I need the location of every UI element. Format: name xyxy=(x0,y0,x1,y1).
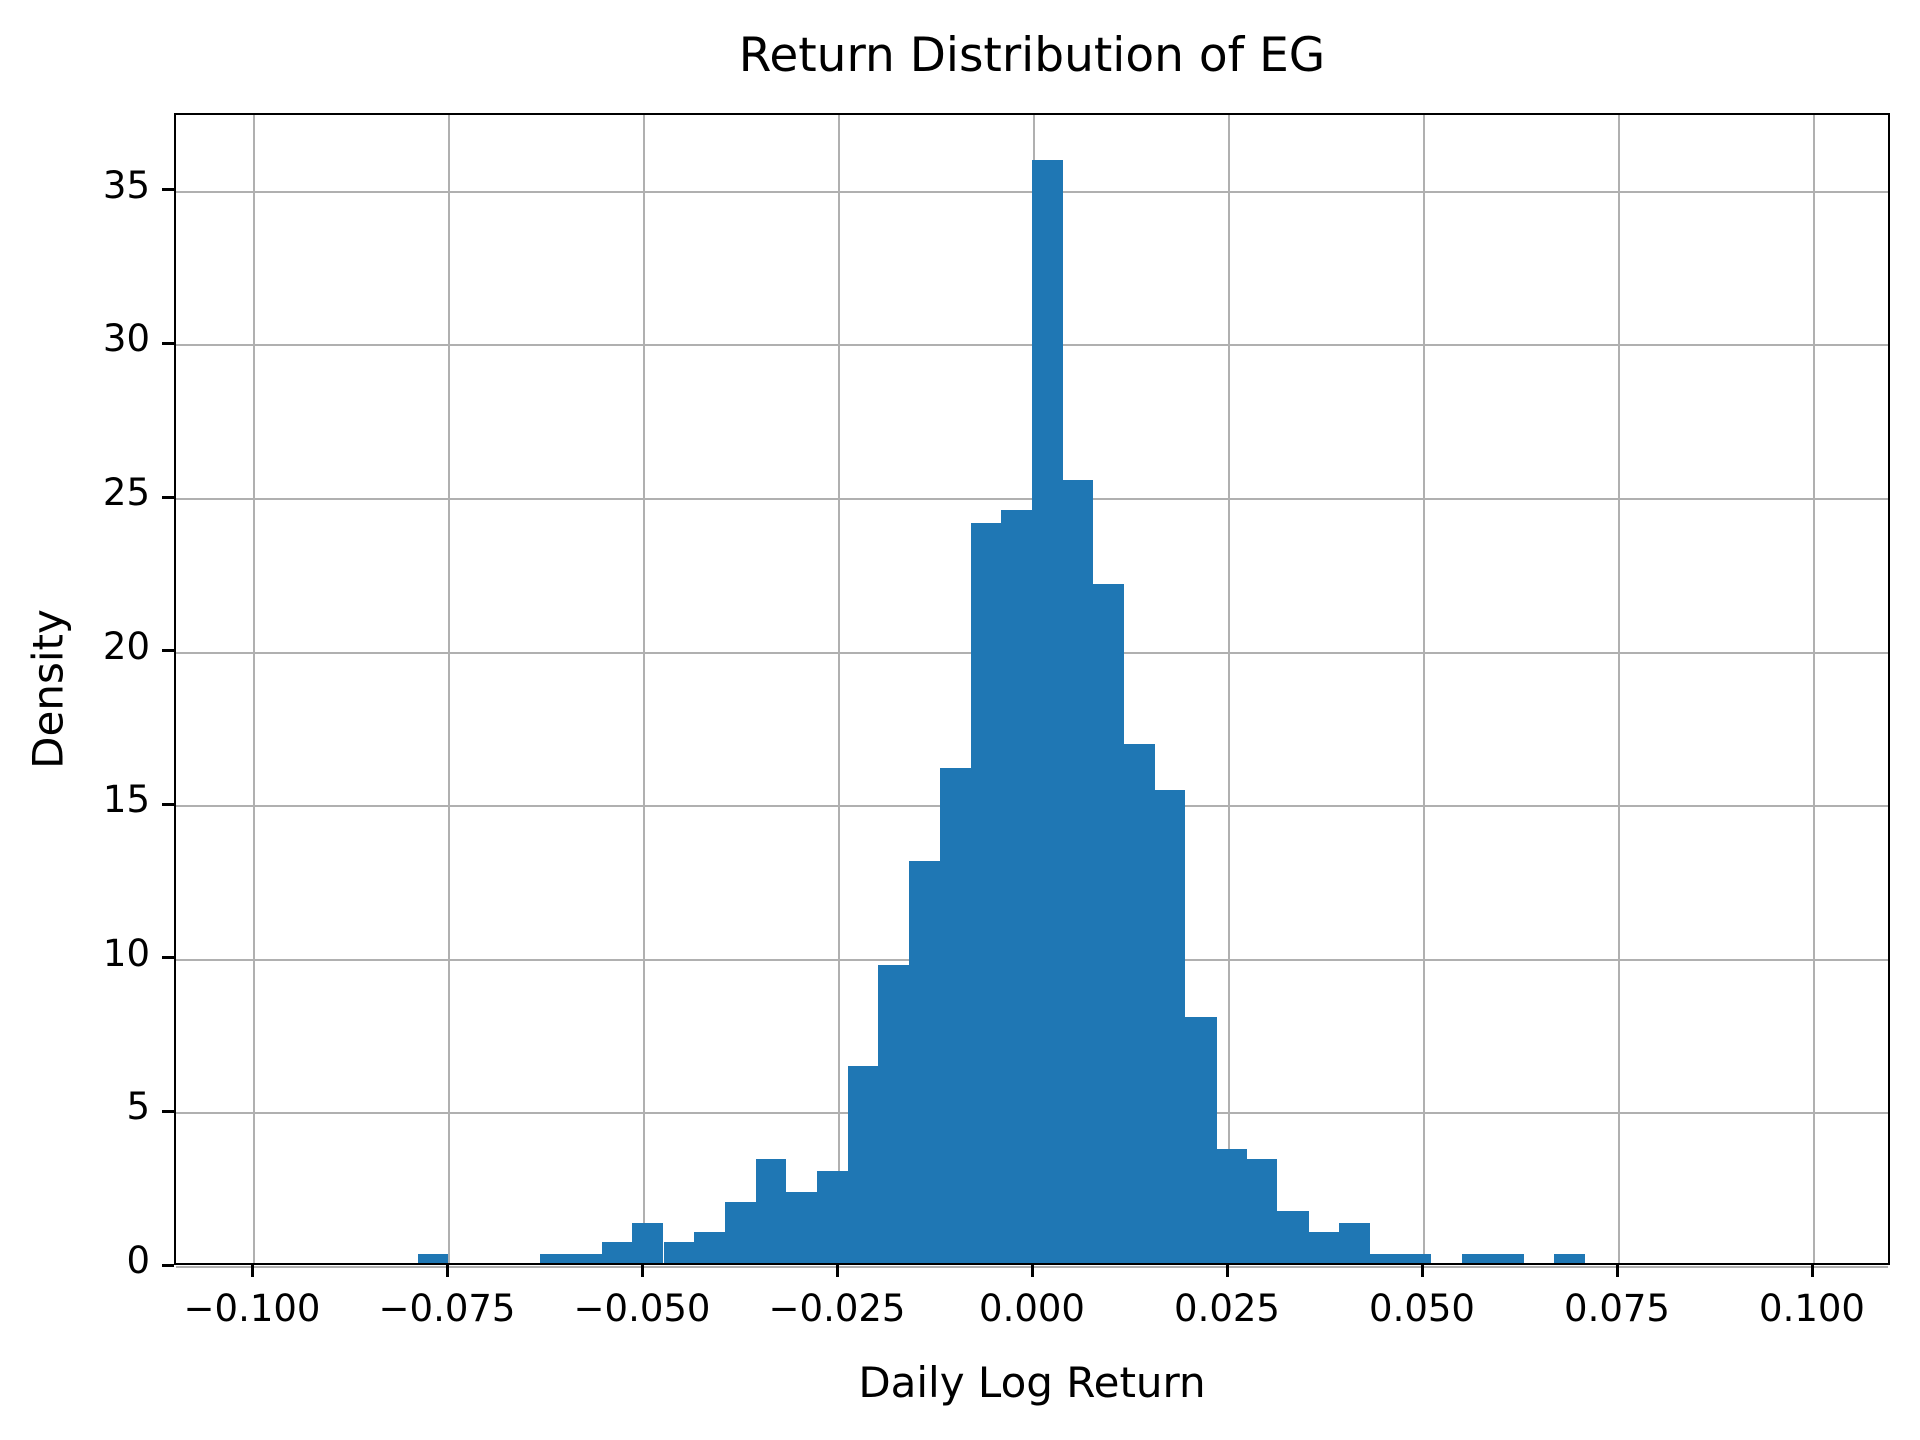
y-tick-label: 30 xyxy=(102,317,150,361)
histogram-bar xyxy=(693,1232,726,1263)
y-tick-label: 10 xyxy=(102,931,150,975)
histogram-bar xyxy=(1031,160,1063,1263)
histogram-bar xyxy=(1400,1253,1431,1263)
histogram-bar xyxy=(1123,743,1155,1263)
histogram-bar xyxy=(1277,1210,1309,1263)
x-gridline xyxy=(1618,115,1620,1263)
x-tick-mark xyxy=(1030,1265,1034,1277)
y-tick-mark xyxy=(162,341,174,345)
histogram-bar xyxy=(970,522,1002,1263)
histogram-bar xyxy=(1308,1232,1339,1263)
y-tick-mark xyxy=(162,188,174,192)
x-tick-mark xyxy=(835,1265,839,1277)
histogram-bar xyxy=(1492,1253,1524,1263)
y-tick-mark xyxy=(162,1263,174,1267)
histogram-bar xyxy=(1001,510,1032,1263)
x-gridline xyxy=(838,115,840,1263)
y-tick-label: 20 xyxy=(102,624,150,668)
histogram-bar xyxy=(632,1223,664,1263)
y-tick-mark xyxy=(162,956,174,960)
x-tick-mark xyxy=(1615,1265,1619,1277)
x-tick-label: −0.100 xyxy=(183,1287,321,1330)
chart-title: Return Distribution of EG xyxy=(738,28,1326,83)
x-gridline xyxy=(253,115,255,1263)
histogram-bar xyxy=(1370,1253,1401,1263)
x-gridline xyxy=(643,115,645,1263)
histogram-bar xyxy=(909,860,940,1263)
y-tick-mark xyxy=(162,649,174,653)
x-tick-label: 0.075 xyxy=(1564,1287,1670,1330)
x-tick-label: 0.000 xyxy=(979,1287,1085,1330)
y-tick-mark xyxy=(162,802,174,806)
histogram-bar xyxy=(817,1170,848,1263)
x-gridline xyxy=(1423,115,1425,1263)
x-tick-label: −0.075 xyxy=(378,1287,516,1330)
x-gridline xyxy=(448,115,450,1263)
histogram-bar xyxy=(847,1066,878,1263)
histogram-bar xyxy=(1154,789,1186,1263)
x-tick-mark xyxy=(1810,1265,1814,1277)
histogram-bar xyxy=(1338,1223,1371,1263)
histogram-bar xyxy=(878,965,910,1263)
x-gridline xyxy=(1813,115,1815,1263)
x-tick-label: −0.050 xyxy=(573,1287,711,1330)
histogram-bar xyxy=(1216,1149,1247,1263)
y-tick-mark xyxy=(162,1109,174,1113)
x-tick-mark xyxy=(445,1265,449,1277)
y-tick-label: 5 xyxy=(126,1085,150,1129)
histogram-bar xyxy=(1062,479,1094,1263)
histogram-bar xyxy=(540,1253,572,1263)
histogram-bar xyxy=(785,1192,818,1263)
x-tick-mark xyxy=(640,1265,644,1277)
x-tick-label: 0.100 xyxy=(1759,1287,1865,1330)
x-tick-label: 0.050 xyxy=(1369,1287,1475,1330)
x-tick-label: −0.025 xyxy=(768,1287,906,1330)
histogram-bar xyxy=(939,768,971,1263)
y-tick-label: 0 xyxy=(126,1239,150,1282)
histogram-bar xyxy=(663,1241,694,1263)
plot-area xyxy=(174,113,1890,1268)
histogram-bar xyxy=(755,1158,786,1263)
x-tick-mark xyxy=(1225,1265,1229,1277)
histogram-bar xyxy=(1185,1017,1217,1263)
y-tick-label: 35 xyxy=(102,163,150,207)
histogram-bar xyxy=(601,1241,633,1263)
histogram-bar xyxy=(571,1253,602,1263)
x-tick-mark xyxy=(1420,1265,1424,1277)
y-tick-label: 15 xyxy=(102,778,150,822)
x-axis-label: Daily Log Return xyxy=(858,1358,1206,1407)
y-tick-label: 25 xyxy=(102,471,150,514)
histogram-bar xyxy=(1093,584,1124,1263)
histogram-bar xyxy=(1246,1158,1278,1263)
x-tick-label: 0.025 xyxy=(1174,1287,1280,1330)
histogram-bar xyxy=(417,1253,449,1263)
y-tick-mark xyxy=(162,495,174,499)
histogram-bar xyxy=(725,1201,756,1263)
histogram-bar xyxy=(1554,1253,1585,1263)
x-gridline xyxy=(1228,115,1230,1263)
x-tick-mark xyxy=(250,1265,254,1277)
histogram-bar xyxy=(1462,1253,1493,1263)
